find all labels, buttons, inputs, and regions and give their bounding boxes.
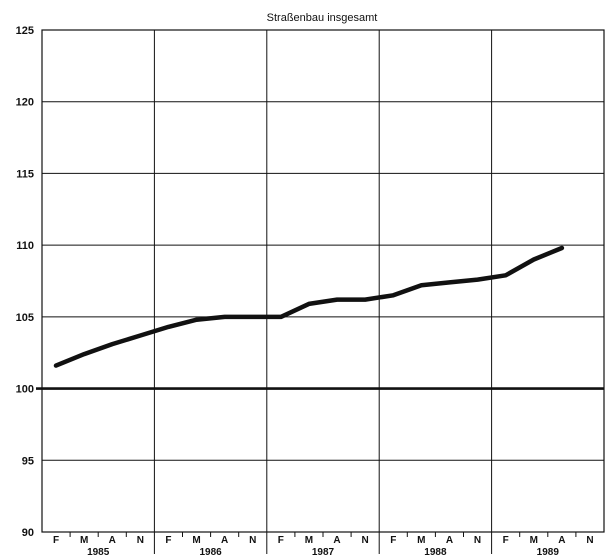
x-tick-label: N (249, 535, 256, 546)
y-tick-label: 110 (16, 240, 34, 252)
x-tick-label: F (503, 535, 509, 546)
x-tick-label: M (417, 535, 425, 546)
y-tick-label: 115 (16, 168, 34, 180)
y-tick-label: 120 (16, 97, 34, 109)
chart-title: Straßenbau insgesamt (267, 12, 378, 24)
x-tick-label: F (278, 535, 284, 546)
year-label: 1987 (312, 547, 335, 555)
year-label: 1985 (87, 547, 110, 555)
y-tick-label: 90 (22, 527, 34, 539)
x-tick-label: M (305, 535, 313, 546)
x-tick-label: M (530, 535, 538, 546)
year-label: 1986 (199, 547, 222, 555)
x-tick-label: N (474, 535, 481, 546)
year-label: 1988 (424, 547, 447, 555)
x-tick-label: N (362, 535, 369, 546)
series-layer (53, 245, 565, 368)
series-line (53, 245, 565, 368)
x-tick-label: A (109, 535, 116, 546)
x-tick-label: A (333, 535, 340, 546)
x-tick-label: A (446, 535, 453, 546)
y-tick-label: 95 (22, 455, 34, 467)
tick-labels: 90 95 100 105 110 115 120 125 F M A N 1985 F M A N 1986 F M… (16, 25, 594, 555)
y-tick-label: 125 (16, 25, 34, 37)
x-tick-label: N (586, 535, 593, 546)
x-tick-label: F (53, 535, 59, 546)
plot-frame (41, 29, 605, 533)
x-tick-label: F (165, 535, 171, 546)
year-label: 1989 (537, 547, 560, 555)
y-tick-label: 100 (16, 384, 34, 396)
axes (36, 29, 605, 537)
x-tick-label: F (390, 535, 396, 546)
x-tick-label: M (80, 535, 88, 546)
x-tick-label: N (137, 535, 144, 546)
grid (42, 30, 604, 554)
y-tick-label: 105 (16, 312, 34, 324)
x-tick-label: M (192, 535, 200, 546)
x-tick-label: A (221, 535, 228, 546)
x-tick-label: A (558, 535, 565, 546)
